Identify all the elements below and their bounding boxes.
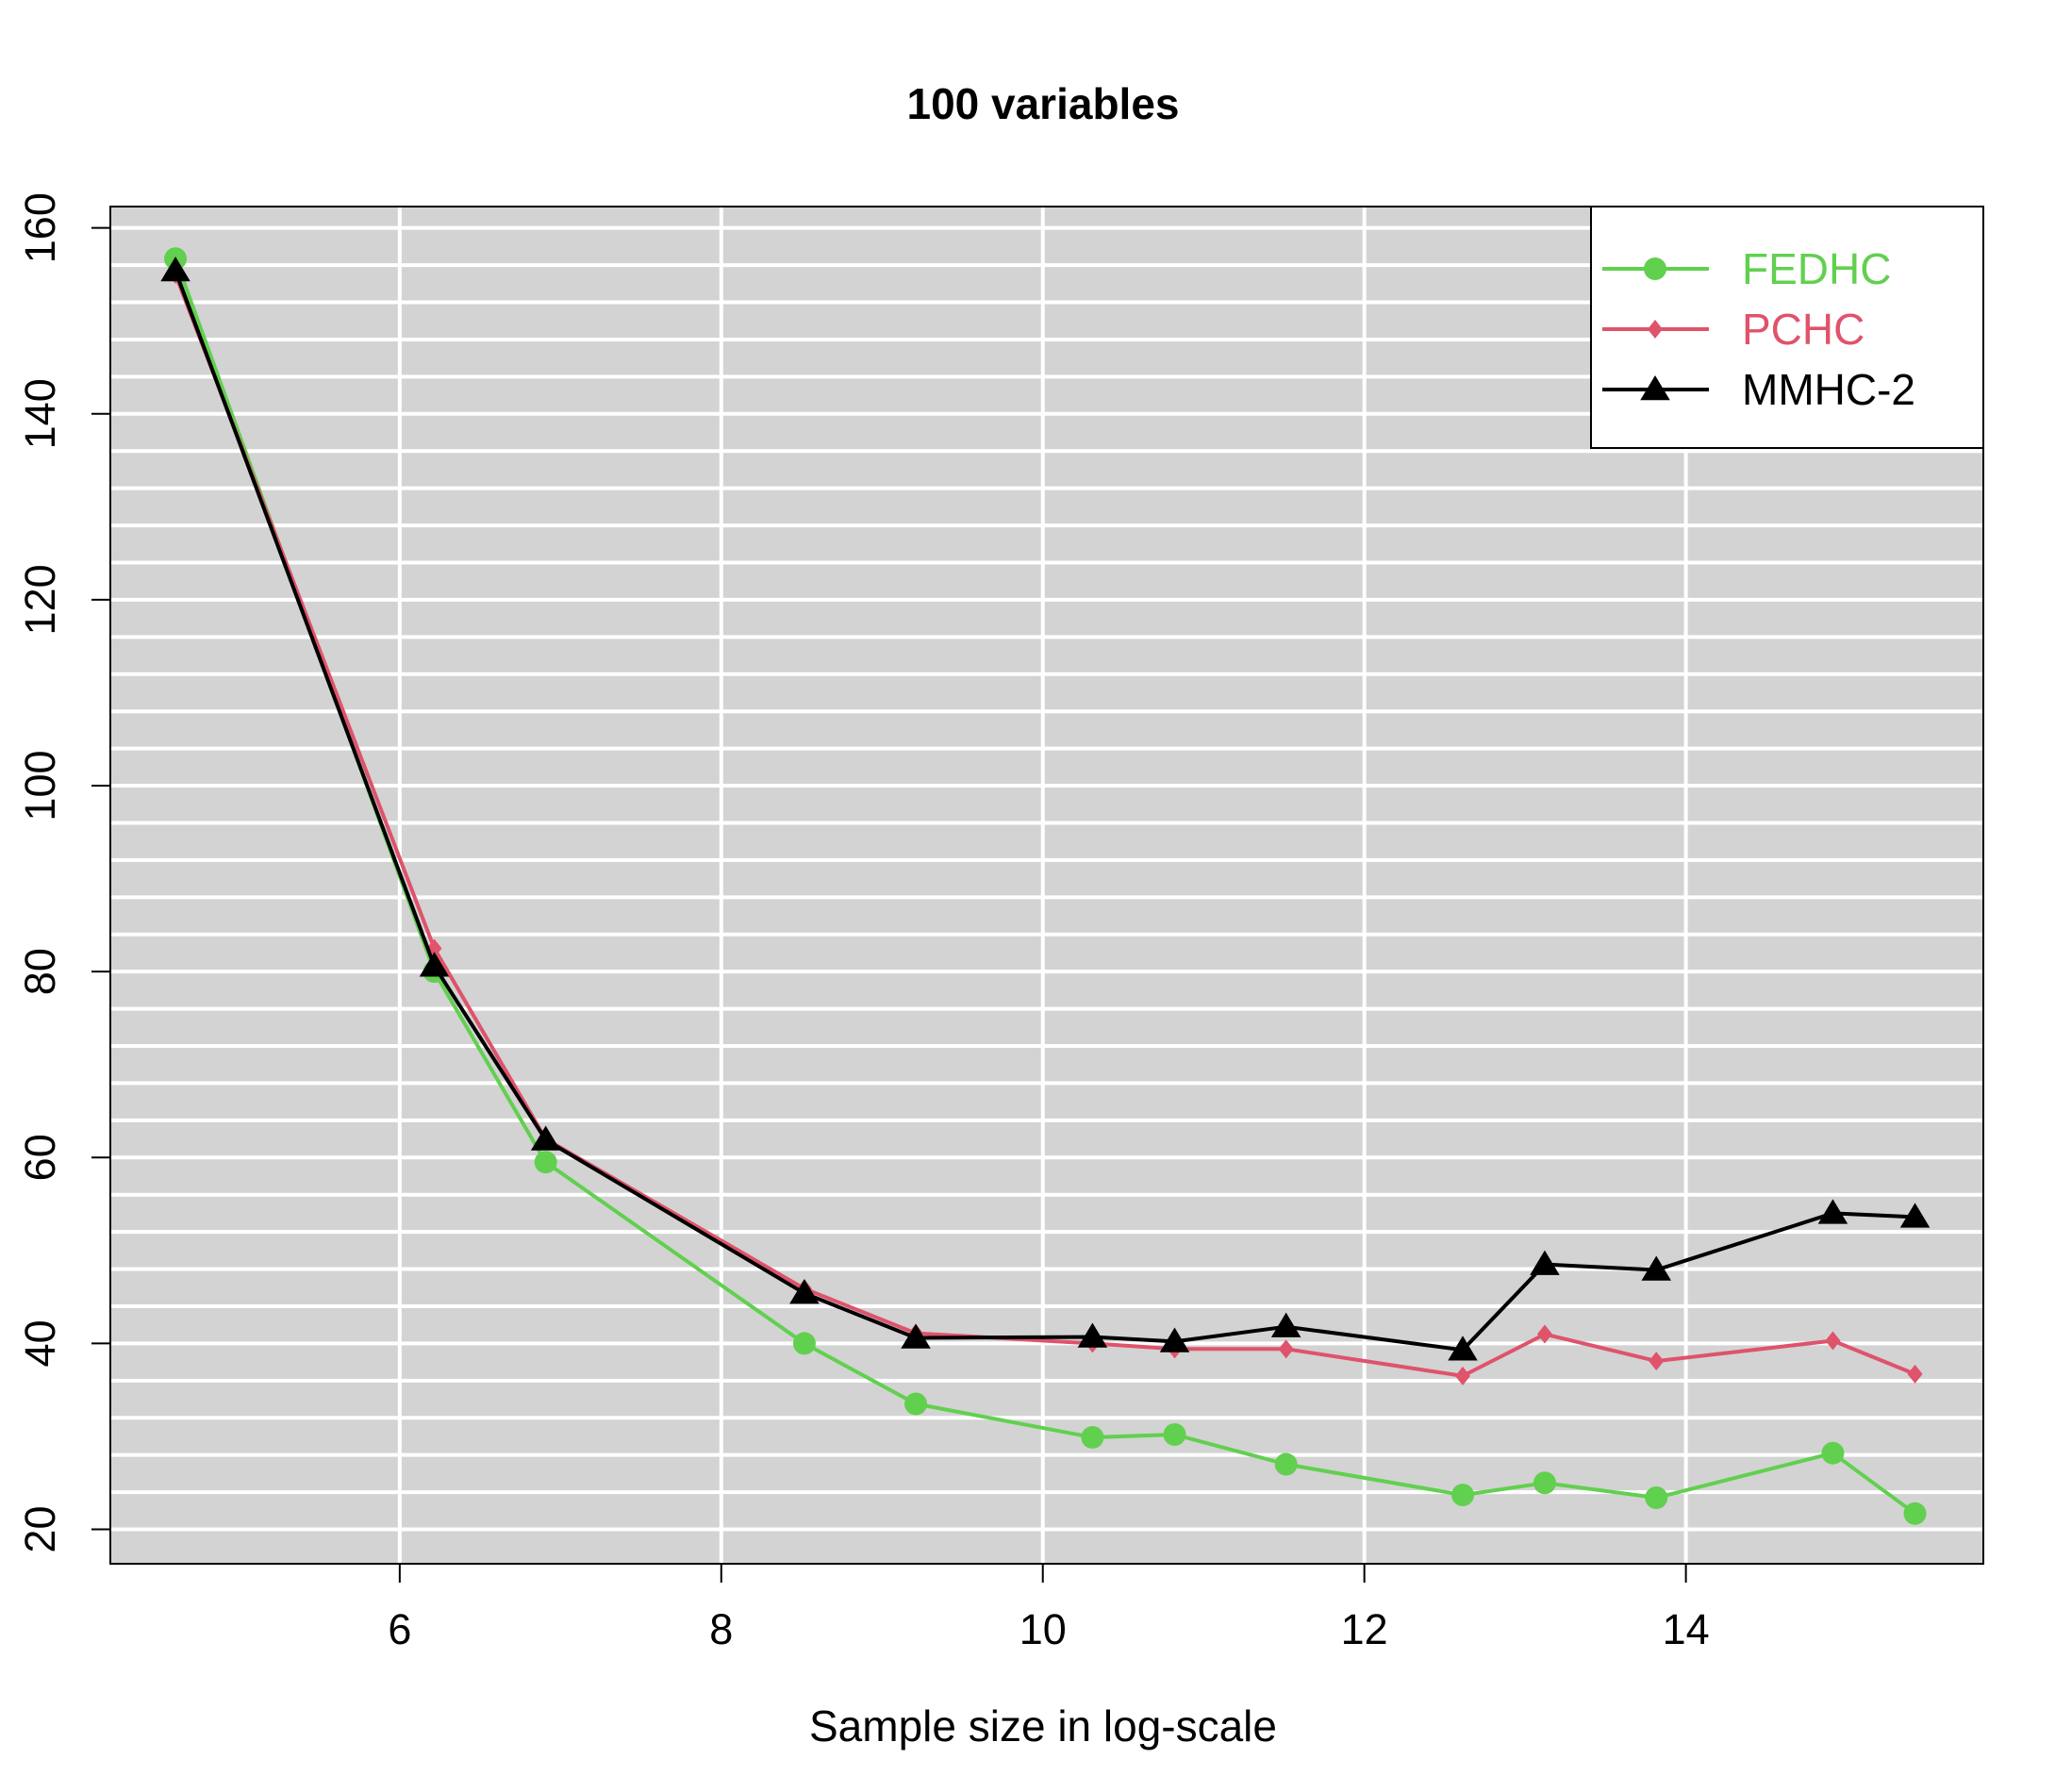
plot-border (109, 206, 1984, 1565)
data-point-fedhc (792, 1332, 816, 1355)
data-point-pchc (1278, 1339, 1294, 1359)
data-point-mmhc-2 (789, 1279, 820, 1304)
y-tick-label: 20 (16, 1506, 64, 1553)
legend-label-mmhc-2: MMHC-2 (1742, 365, 1915, 414)
data-point-mmhc-2 (419, 952, 450, 977)
y-axis: 20 40 60 80 100 120 140 160 (16, 192, 110, 1553)
series-mmhc-2 (160, 257, 1931, 1361)
legend-label-pchc: PCHC (1742, 305, 1864, 354)
data-point-fedhc (1903, 1502, 1927, 1525)
data-point-fedhc (1274, 1452, 1298, 1476)
data-point-mmhc-2 (530, 1125, 561, 1151)
data-point-mmhc-2 (1270, 1312, 1301, 1337)
legend-marker-pchc (1648, 320, 1663, 339)
data-point-mmhc-2 (160, 257, 191, 282)
x-tick-label: 10 (1019, 1605, 1067, 1653)
data-point-fedhc (1533, 1471, 1556, 1495)
data-point-pchc (1536, 1324, 1552, 1344)
data-point-fedhc (1451, 1484, 1475, 1507)
x-axis: 6 8 10 12 14 (388, 1564, 1710, 1653)
legend-label-fedhc: FEDHC (1742, 244, 1891, 293)
x-tick-label: 6 (388, 1605, 411, 1653)
y-tick-label: 120 (16, 564, 64, 635)
data-point-pchc (1455, 1366, 1471, 1385)
data-point-fedhc (1645, 1486, 1668, 1510)
y-tick-label: 140 (16, 378, 64, 449)
data-point-mmhc-2 (1448, 1336, 1478, 1361)
series-fedhc (164, 247, 1927, 1525)
x-tick-label: 14 (1663, 1605, 1710, 1653)
y-tick-label: 100 (16, 750, 64, 821)
data-point-fedhc (1821, 1441, 1845, 1465)
legend: FEDHC PCHC MMHC-2 (1590, 206, 1984, 449)
y-tick-label: 60 (16, 1134, 64, 1181)
x-axis-label: Sample size in log-scale (809, 1701, 1277, 1751)
data-point-pchc (1649, 1352, 1665, 1371)
data-point-fedhc (1163, 1422, 1186, 1446)
data-point-fedhc (534, 1151, 557, 1174)
series-layer (160, 247, 1931, 1525)
data-point-mmhc-2 (901, 1323, 931, 1349)
data-point-mmhc-2 (1530, 1250, 1560, 1275)
data-point-fedhc (904, 1392, 928, 1416)
data-point-mmhc-2 (1159, 1327, 1190, 1352)
x-tick-label: 12 (1341, 1605, 1388, 1653)
data-point-mmhc-2 (1817, 1199, 1848, 1224)
data-point-fedhc (1081, 1425, 1104, 1449)
y-tick-label: 40 (16, 1319, 64, 1367)
data-point-mmhc-2 (1077, 1322, 1108, 1348)
legend-marker-fedhc (1644, 257, 1666, 280)
y-tick-label: 80 (16, 948, 64, 995)
y-tick-label: 160 (16, 192, 64, 263)
data-point-mmhc-2 (1641, 1255, 1672, 1281)
data-point-pchc (1907, 1364, 1923, 1384)
legend-marker-mmhc-2 (1640, 375, 1670, 401)
chart-title: 100 variables (906, 79, 1179, 128)
data-point-pchc (1825, 1331, 1841, 1351)
x-tick-label: 8 (709, 1605, 733, 1653)
data-point-mmhc-2 (1899, 1203, 1931, 1228)
